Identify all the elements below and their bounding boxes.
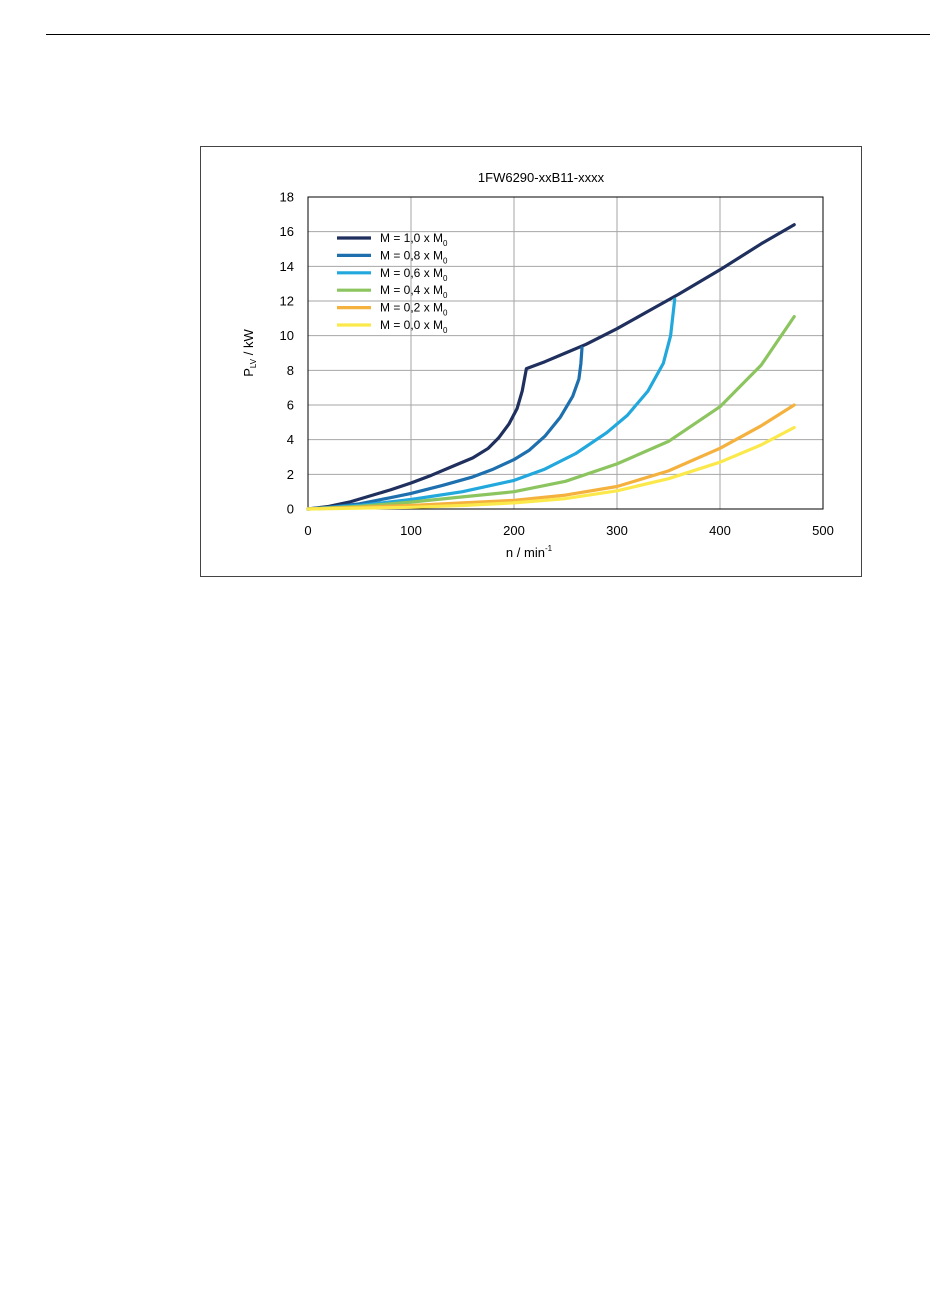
- y-axis-label-unit: / kW: [241, 329, 256, 359]
- y-tick-label: 0: [287, 502, 294, 517]
- chart-title: 1FW6290-xxB11-xxxx: [478, 170, 605, 185]
- chart-frame: 0 100 200 300 400 500 0 2 4 6 8 10 12 14 16 18 M = 1,0 …: [200, 146, 862, 577]
- x-tick-label: 0: [304, 523, 311, 538]
- top-rule: [46, 34, 930, 35]
- series-line-2: [306, 346, 584, 511]
- y-tick-label: 10: [280, 328, 294, 343]
- y-axis-label: PLV / kW: [241, 329, 258, 377]
- legend-entry: M = 0,6 x M0: [380, 266, 448, 283]
- series-lines: [306, 223, 796, 511]
- y-axis-label-sub: LV: [249, 358, 258, 368]
- x-axis-label: n / min-1: [506, 544, 553, 560]
- x-tick-label: 100: [400, 523, 422, 538]
- y-tick-label: 14: [280, 259, 294, 274]
- y-tick-label: 4: [287, 432, 294, 447]
- legend-entry-main: M = 0,8 x M: [380, 248, 443, 262]
- legend-entry-sub: 0: [443, 256, 448, 265]
- y-tick-label: 12: [280, 294, 294, 309]
- y-tick-label: 8: [287, 363, 294, 378]
- legend-entry-main: M = 0,4 x M: [380, 283, 443, 297]
- series-line-5: [306, 403, 796, 511]
- tick-labels: 0 100 200 300 400 500 0 2 4 6 8 10 12 14 16 18: [280, 190, 834, 539]
- legend-entry-main: M = 1,0 x M: [380, 231, 443, 245]
- plot-area-border: [307, 196, 824, 510]
- legend-entry-sub: 0: [443, 274, 448, 283]
- legend-entry-main: M = 0,0 x M: [380, 318, 443, 332]
- series-line-1: [306, 223, 796, 511]
- series-line-4: [306, 315, 796, 511]
- legend-entry-sub: 0: [443, 326, 448, 335]
- legend-entry-main: M = 0,2 x M: [380, 301, 443, 315]
- legend-entry-main: M = 0,6 x M: [380, 266, 443, 280]
- x-axis-label-main: n / min: [506, 545, 545, 560]
- legend-entry-sub: 0: [443, 239, 448, 248]
- y-tick-label: 6: [287, 398, 294, 413]
- x-tick-label: 200: [503, 523, 525, 538]
- x-tick-label: 500: [812, 523, 834, 538]
- y-tick-label: 16: [280, 224, 294, 239]
- legend-entry: M = 1,0 x M0: [380, 231, 448, 248]
- y-axis-label-main: P: [241, 368, 256, 377]
- x-tick-label: 300: [606, 523, 628, 538]
- legend: M = 1,0 x M0M = 0,8 x M0M = 0,6 x M0M = …: [337, 231, 448, 335]
- legend-entry: M = 0,8 x M0: [380, 248, 448, 265]
- legend-entry: M = 0,4 x M0: [380, 283, 448, 300]
- x-tick-label: 400: [709, 523, 731, 538]
- power-loss-chart: 0 100 200 300 400 500 0 2 4 6 8 10 12 14 16 18 M = 1,0 …: [241, 170, 834, 560]
- legend-entry-sub: 0: [443, 291, 448, 300]
- y-tick-label: 18: [280, 190, 294, 205]
- series-line-6: [306, 425, 796, 511]
- legend-entry: M = 0,2 x M0: [380, 301, 448, 318]
- legend-entry: M = 0,0 x M0: [380, 318, 448, 335]
- legend-entry-sub: 0: [443, 309, 448, 318]
- x-axis-label-sup: -1: [545, 544, 553, 553]
- series-line-3: [306, 297, 677, 511]
- y-tick-label: 2: [287, 467, 294, 482]
